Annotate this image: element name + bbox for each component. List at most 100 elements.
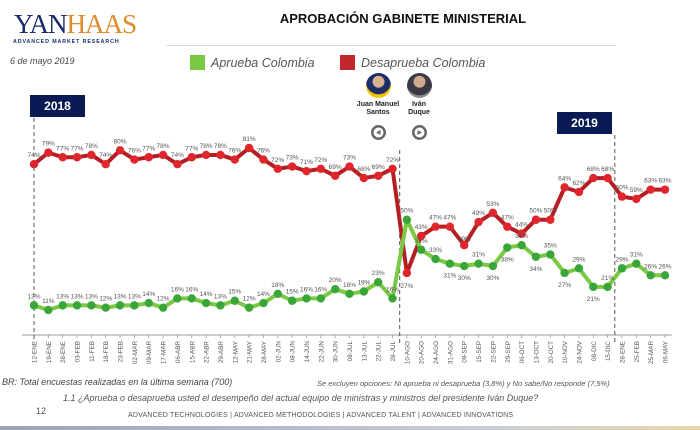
data-label-desaprueba: 43% bbox=[415, 224, 428, 231]
data-point-aprueba bbox=[72, 301, 82, 310]
data-point-desaprueba bbox=[316, 164, 326, 174]
data-label-aprueba: 31% bbox=[630, 252, 643, 259]
data-point-aprueba bbox=[402, 215, 412, 224]
data-point-aprueba bbox=[359, 287, 369, 296]
data-point-desaprueba bbox=[87, 150, 96, 160]
data-point-desaprueba bbox=[216, 150, 225, 160]
data-label-aprueba: 11% bbox=[42, 298, 55, 305]
president-name: Iván bbox=[411, 101, 426, 108]
president-name: Juan Manuel bbox=[356, 101, 400, 108]
data-point-desaprueba bbox=[187, 153, 196, 162]
data-point-desaprueba bbox=[330, 171, 340, 180]
data-label-aprueba: 26% bbox=[644, 263, 657, 270]
data-point-desaprueba bbox=[431, 222, 440, 231]
data-label-aprueba: 13% bbox=[214, 293, 227, 300]
x-tick-label: 03-FEB bbox=[75, 341, 82, 362]
x-tick-label: 06-OCT bbox=[519, 341, 526, 364]
data-point-desaprueba bbox=[287, 162, 297, 171]
data-label-aprueba: 16% bbox=[314, 286, 327, 293]
data-point-desaprueba bbox=[474, 217, 483, 227]
data-point-desaprueba bbox=[44, 148, 53, 157]
data-label-aprueba: 50% bbox=[400, 208, 413, 215]
x-tick-label: 24-AGO bbox=[433, 341, 440, 364]
year-label-2019: 2019 bbox=[557, 112, 612, 134]
data-point-desaprueba bbox=[503, 222, 512, 231]
data-label-desaprueba: 50% bbox=[544, 208, 557, 215]
data-label-desaprueba: 73% bbox=[343, 155, 356, 162]
data-point-desaprueba bbox=[589, 173, 598, 183]
data-point-aprueba bbox=[431, 254, 440, 264]
triangle-left-icon bbox=[373, 127, 384, 138]
x-tick-label: 20-AGO bbox=[419, 341, 426, 364]
x-tick-label: 21-MAY bbox=[247, 340, 254, 363]
data-point-desaprueba bbox=[359, 173, 369, 183]
data-point-desaprueba bbox=[130, 155, 139, 164]
previous-president-button[interactable] bbox=[371, 125, 386, 140]
data-label-desaprueba: 62% bbox=[572, 180, 585, 187]
triangle-right-icon bbox=[414, 127, 425, 138]
year-label-2018: 2018 bbox=[30, 95, 85, 117]
data-label-desaprueba: 76% bbox=[128, 148, 141, 155]
data-label-desaprueba: 68% bbox=[601, 166, 614, 173]
data-point-aprueba bbox=[388, 294, 397, 303]
data-label-desaprueba: 78% bbox=[157, 143, 170, 150]
data-label-desaprueba: 44% bbox=[515, 222, 528, 229]
data-label-desaprueba: 69% bbox=[329, 164, 342, 171]
data-label-desaprueba: 74% bbox=[171, 152, 184, 159]
footer-tagline: ADVANCED TECHNOLOGIES | ADVANCED METHODO… bbox=[128, 412, 514, 419]
data-label-desaprueba: 78% bbox=[214, 143, 227, 150]
data-point-desaprueba bbox=[158, 150, 168, 160]
data-point-desaprueba bbox=[201, 150, 211, 160]
data-point-aprueba bbox=[158, 303, 168, 312]
data-point-aprueba bbox=[531, 252, 541, 261]
data-point-aprueba bbox=[316, 294, 326, 303]
data-point-aprueba bbox=[273, 289, 282, 298]
data-label-aprueba: 14% bbox=[200, 291, 213, 298]
data-label-desaprueba: 76% bbox=[228, 148, 241, 155]
data-point-aprueba bbox=[474, 259, 483, 268]
president-name: Duque bbox=[408, 109, 430, 116]
data-label-desaprueba: 80% bbox=[114, 138, 127, 145]
data-point-desaprueba bbox=[632, 194, 641, 204]
base-note: BR: Total encuestas realizadas en la últ… bbox=[2, 377, 233, 387]
data-label-aprueba: 39% bbox=[515, 233, 528, 240]
x-tick-label: 08-JUN bbox=[290, 341, 297, 363]
next-president-button[interactable] bbox=[412, 125, 427, 140]
x-tick-label: 15-SEP bbox=[476, 341, 483, 363]
x-tick-label: 15-ABR bbox=[189, 341, 196, 364]
logo-wordmark: YANHAAS bbox=[14, 9, 137, 39]
x-tick-label: 08-JUL bbox=[347, 341, 354, 362]
x-tick-label: 13-JUL bbox=[361, 341, 368, 362]
data-point-desaprueba bbox=[173, 160, 182, 169]
data-point-aprueba bbox=[58, 301, 67, 310]
data-label-aprueba: 14% bbox=[142, 291, 155, 298]
x-tick-label: 15-DIC bbox=[605, 341, 612, 361]
yanhaas-logo: YANHAAS ADVANCED MARKET RESEARCH bbox=[10, 8, 137, 48]
data-label-desaprueba: 68% bbox=[357, 166, 370, 173]
data-label-aprueba: 27% bbox=[558, 282, 571, 289]
data-point-aprueba bbox=[574, 264, 584, 273]
x-tick-label: 30-JUN bbox=[333, 341, 340, 363]
data-point-aprueba bbox=[287, 296, 297, 305]
data-label-desaprueba: 71% bbox=[300, 159, 313, 166]
data-label-desaprueba: 64% bbox=[558, 175, 571, 182]
x-tick-label: 28-MAY bbox=[261, 340, 268, 363]
data-label-desaprueba: 72% bbox=[314, 157, 327, 164]
data-label-aprueba: 16% bbox=[185, 286, 198, 293]
x-tick-label: 20-OCT bbox=[548, 341, 555, 364]
duque-avatar bbox=[406, 73, 432, 98]
data-point-aprueba bbox=[345, 289, 354, 298]
footer-bar bbox=[0, 426, 700, 430]
legend-label: Aprueba Colombia bbox=[211, 55, 315, 70]
data-label-desaprueba: 77% bbox=[142, 145, 155, 152]
data-label-aprueba: 21% bbox=[601, 275, 614, 282]
data-point-aprueba bbox=[517, 241, 526, 250]
data-point-aprueba bbox=[488, 261, 498, 271]
data-label-aprueba: 29% bbox=[615, 256, 628, 263]
data-point-aprueba bbox=[330, 284, 340, 294]
data-label-desaprueba: 49% bbox=[472, 210, 485, 217]
data-label-desaprueba: 77% bbox=[185, 145, 198, 152]
data-point-desaprueba bbox=[531, 215, 541, 224]
data-label-desaprueba: 60% bbox=[615, 185, 628, 192]
data-point-desaprueba bbox=[230, 155, 239, 164]
